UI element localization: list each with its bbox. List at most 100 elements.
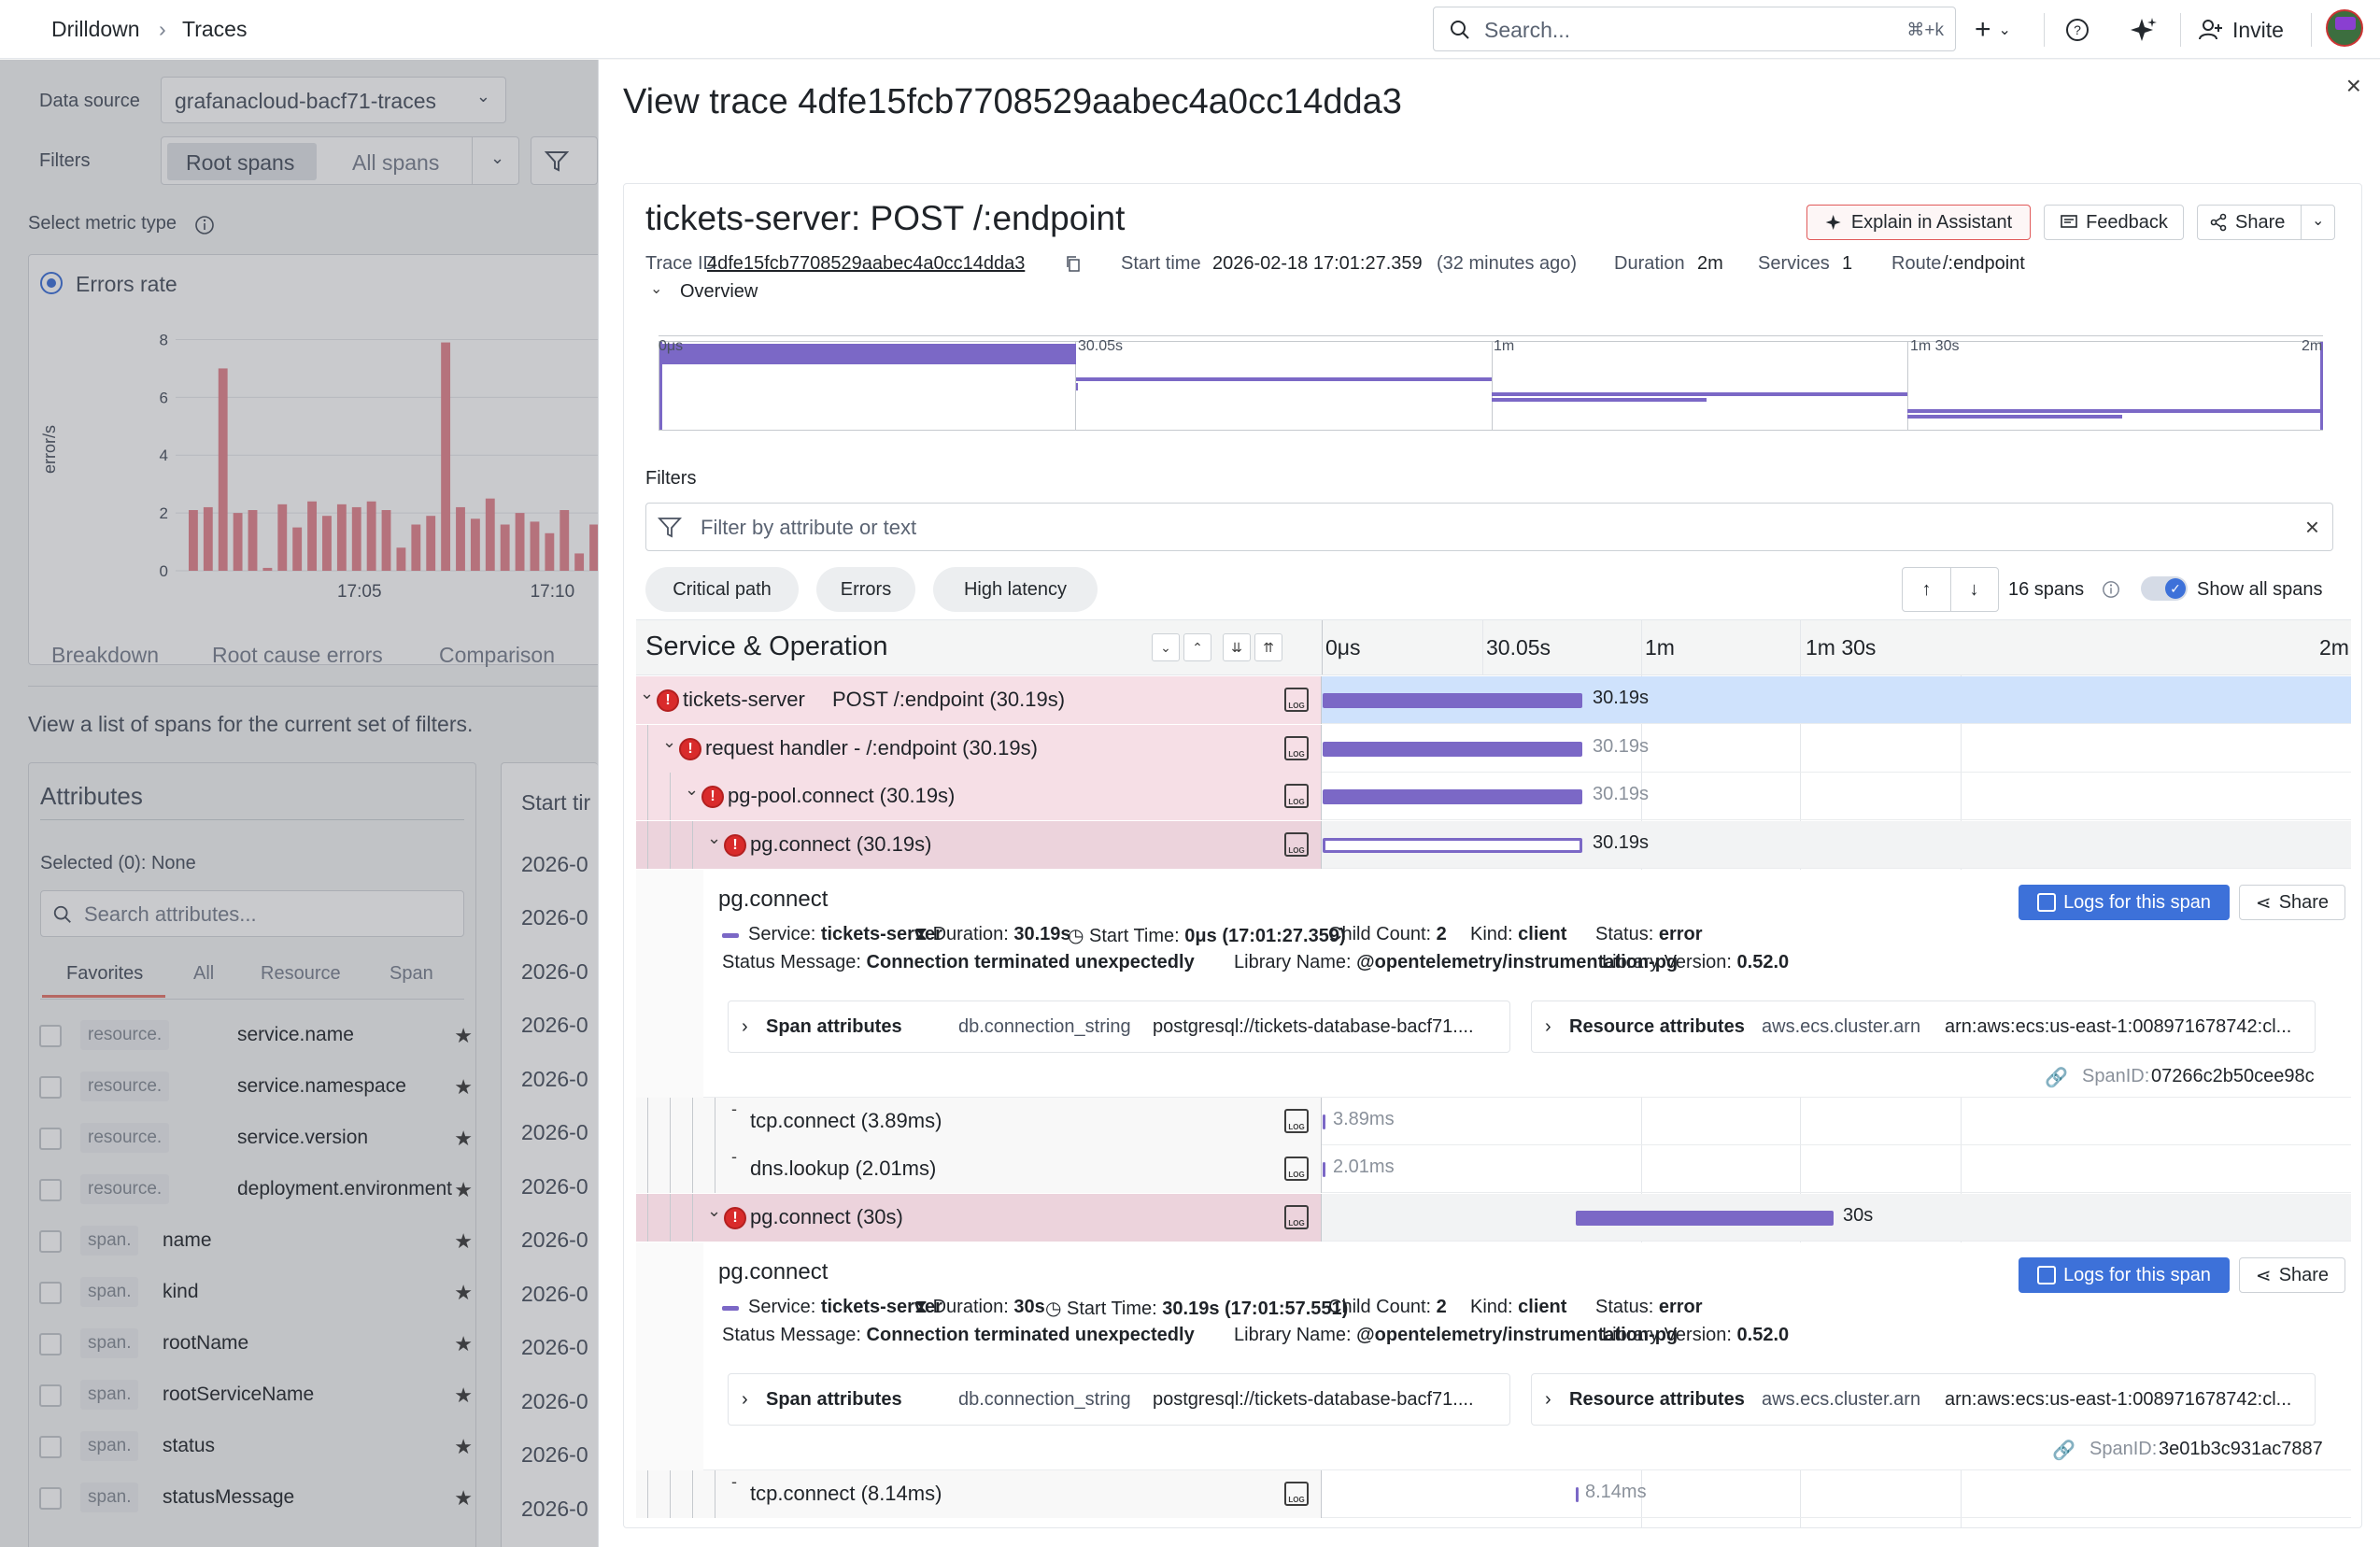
star-icon[interactable]: ★ <box>454 1024 473 1047</box>
span-name-cell[interactable]: ⌄ ! request handler - /:endpoint (30.19s… <box>636 725 1322 773</box>
span-bar[interactable] <box>1576 1487 1579 1502</box>
span-bar[interactable] <box>1323 1114 1325 1129</box>
logs-icon[interactable]: LOG <box>1284 784 1309 808</box>
chevron-down-icon[interactable]: ⌄ <box>490 149 505 167</box>
data-source-select[interactable]: grafanacloud-bacf71-traces ⌄ <box>161 77 506 123</box>
errors-filter[interactable]: Errors <box>816 567 915 612</box>
checkbox[interactable] <box>39 1333 62 1355</box>
span-name-cell[interactable]: ⌄ ! tickets-server POST /:endpoint (30.1… <box>636 676 1322 724</box>
attribute-row[interactable]: resource. deployment.environment ★ <box>39 1172 473 1210</box>
attribute-row[interactable]: resource. service.name ★ <box>39 1018 473 1056</box>
resource-attributes-section[interactable]: › Resource attributes aws.ecs.cluster.ar… <box>1531 1373 2316 1426</box>
collapse-one-icon[interactable]: ⌄ <box>1152 633 1180 661</box>
checkbox[interactable] <box>39 1282 62 1304</box>
all-spans-option[interactable]: All spans <box>352 150 440 175</box>
arrow-up-icon[interactable]: ↑ <box>1921 578 1932 600</box>
attribute-row[interactable]: span. name ★ <box>39 1224 473 1261</box>
span-bar[interactable] <box>1323 693 1582 708</box>
high-latency-filter[interactable]: High latency <box>933 567 1098 612</box>
span-name-cell[interactable]: ⌄ ! pg.connect (30.19s) LOG <box>636 821 1322 869</box>
attribute-row[interactable]: span. rootServiceName ★ <box>39 1378 473 1415</box>
checkbox[interactable] <box>39 1230 62 1253</box>
close-icon[interactable]: × <box>2345 71 2361 100</box>
collapse-all-icon[interactable]: ⇊ <box>1223 633 1251 661</box>
help-button[interactable]: ? <box>2064 11 2090 49</box>
checkbox[interactable] <box>39 1436 62 1458</box>
copy-icon[interactable] <box>1065 255 1082 274</box>
logs-icon[interactable]: LOG <box>1284 1205 1309 1229</box>
checkbox[interactable] <box>39 1384 62 1407</box>
chevron-down-icon[interactable]: ⌄ <box>662 732 677 751</box>
checkbox[interactable] <box>39 1128 62 1150</box>
span-bar[interactable] <box>1323 789 1582 804</box>
span-row[interactable]: ⌄ ! pg.connect (30.19s) LOG 30.19s <box>636 821 2351 869</box>
span-id-value[interactable]: 3e01b3c931ac7887 <box>2159 1439 2323 1459</box>
root-spans-option[interactable]: Root spans <box>167 143 317 180</box>
chevron-down-icon[interactable]: ⌄ <box>650 281 663 297</box>
attribute-row[interactable]: span. rootName ★ <box>39 1327 473 1364</box>
attribute-row[interactable]: span. statusMessage ★ <box>39 1481 473 1518</box>
span-filter-input[interactable]: Filter by attribute or text × <box>645 503 2333 551</box>
show-all-spans-toggle[interactable]: ✓ <box>2141 576 2188 601</box>
span-bar[interactable] <box>1323 838 1582 853</box>
critical-path-filter[interactable]: Critical path <box>645 567 799 612</box>
explain-in-assistant-button[interactable]: Explain in Assistant <box>1806 205 2031 240</box>
logs-icon[interactable]: LOG <box>1284 736 1309 760</box>
expand-one-icon[interactable]: ⌃ <box>1183 633 1211 661</box>
attribute-search-input[interactable]: Search attributes... <box>40 890 464 937</box>
span-row[interactable]: - tcp.connect (8.14ms) LOG 8.14ms <box>636 1470 2351 1518</box>
tab-breakdown[interactable]: Breakdown <box>51 643 160 667</box>
star-icon[interactable]: ★ <box>454 1127 473 1150</box>
span-share-button[interactable]: ⋖ Share <box>2239 1257 2345 1293</box>
chevron-down-icon[interactable]: ⌄ <box>707 829 722 847</box>
span-row[interactable]: - dns.lookup (2.01ms) LOG 2.01ms <box>636 1145 2351 1193</box>
attr-tab-span[interactable]: Span <box>390 963 433 984</box>
radio-selected[interactable] <box>40 272 63 294</box>
add-new-button[interactable]: + ⌄ <box>1975 11 2011 49</box>
star-icon[interactable]: ★ <box>454 1229 473 1253</box>
assistant-button[interactable] <box>2130 11 2158 49</box>
span-name-cell[interactable]: - dns.lookup (2.01ms) LOG <box>636 1145 1322 1193</box>
span-bar[interactable] <box>1576 1211 1834 1226</box>
star-icon[interactable]: ★ <box>454 1332 473 1355</box>
tab-root-cause-errors[interactable]: Root cause errors <box>212 643 383 667</box>
span-row[interactable]: - tcp.connect (3.89ms) LOG 3.89ms <box>636 1098 2351 1145</box>
span-attributes-section[interactable]: › Span attributes db.connection_string p… <box>728 1001 1510 1053</box>
checkbox[interactable] <box>39 1025 62 1047</box>
checkbox[interactable] <box>39 1076 62 1099</box>
arrow-down-icon[interactable]: ↓ <box>1969 578 1979 600</box>
tab-comparison[interactable]: Comparison <box>439 643 555 667</box>
link-icon[interactable]: 🔗 <box>2045 1068 2068 1088</box>
attribute-row[interactable]: span. status ★ <box>39 1429 473 1467</box>
overview-minimap[interactable] <box>659 341 2323 431</box>
attribute-row[interactable]: span. kind ★ <box>39 1275 473 1313</box>
logs-icon[interactable]: LOG <box>1284 688 1309 712</box>
star-icon[interactable]: ★ <box>454 1384 473 1407</box>
checkbox[interactable] <box>39 1487 62 1510</box>
star-icon[interactable]: ★ <box>454 1075 473 1099</box>
logs-icon[interactable]: LOG <box>1284 1157 1309 1181</box>
attr-tab-resource[interactable]: Resource <box>261 963 341 984</box>
attribute-row[interactable]: resource. service.version ★ <box>39 1121 473 1158</box>
logs-for-span-button[interactable]: Logs for this span <box>2019 885 2230 920</box>
span-row[interactable]: ⌄ ! tickets-server POST /:endpoint (30.1… <box>636 676 2351 724</box>
span-row[interactable]: ⌄ ! pg.connect (30s) LOG 30s <box>636 1194 2351 1242</box>
logs-for-span-button[interactable]: Logs for this span <box>2019 1257 2230 1293</box>
span-row[interactable]: ⌄ ! pg-pool.connect (30.19s) LOG 30.19s <box>636 773 2351 820</box>
logs-icon[interactable]: LOG <box>1284 832 1309 857</box>
breadcrumb-drilldown[interactable]: Drilldown <box>51 17 140 41</box>
logs-icon[interactable]: LOG <box>1284 1482 1309 1506</box>
chevron-down-icon[interactable]: ⌄ <box>640 684 655 703</box>
chevron-down-icon[interactable]: ⌄ <box>685 780 700 799</box>
star-icon[interactable]: ★ <box>454 1281 473 1304</box>
star-icon[interactable]: ★ <box>454 1486 473 1510</box>
span-bar[interactable] <box>1323 742 1582 757</box>
resource-attributes-section[interactable]: › Resource attributes aws.ecs.cluster.ar… <box>1531 1001 2316 1053</box>
span-share-button[interactable]: ⋖ Share <box>2239 885 2345 920</box>
span-attributes-section[interactable]: › Span attributes db.connection_string p… <box>728 1373 1510 1426</box>
checkbox[interactable] <box>39 1179 62 1201</box>
feedback-button[interactable]: Feedback <box>2044 205 2184 240</box>
overview-label[interactable]: Overview <box>680 281 758 302</box>
span-name-cell[interactable]: ⌄ ! pg.connect (30s) LOG <box>636 1194 1322 1242</box>
modal-backdrop[interactable] <box>0 60 598 1547</box>
